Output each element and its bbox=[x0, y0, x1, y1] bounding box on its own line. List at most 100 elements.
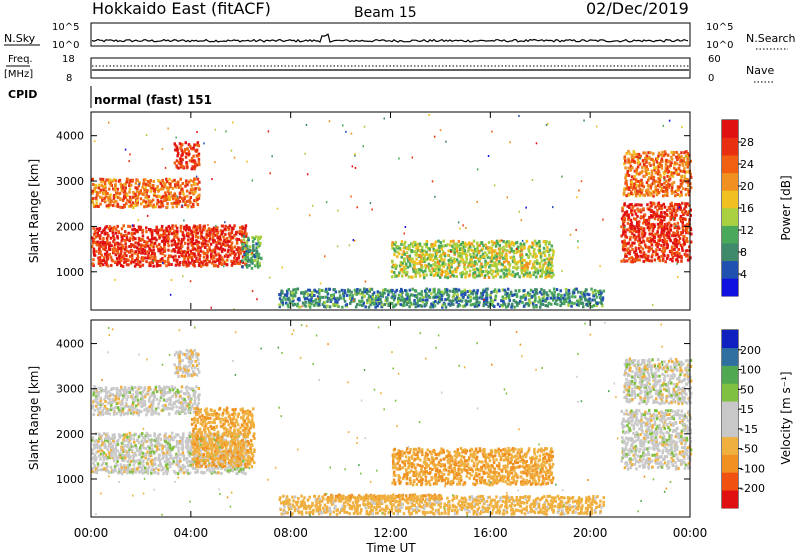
data-cell bbox=[455, 249, 459, 253]
data-cell bbox=[161, 259, 165, 263]
data-cell bbox=[116, 241, 119, 245]
data-cell bbox=[484, 246, 488, 250]
data-cell bbox=[555, 288, 559, 292]
data-cell bbox=[190, 252, 193, 255]
data-cell bbox=[219, 447, 223, 451]
data-cell bbox=[649, 201, 652, 205]
data-cell bbox=[423, 302, 427, 306]
data-cell bbox=[96, 192, 100, 196]
data-cell bbox=[228, 453, 231, 457]
data-cell bbox=[191, 234, 194, 238]
data-cell bbox=[654, 251, 658, 254]
data-cell bbox=[639, 245, 643, 249]
data-cell bbox=[185, 437, 189, 440]
data-cell bbox=[665, 189, 669, 193]
data-cell bbox=[104, 394, 107, 398]
data-cell bbox=[652, 152, 655, 156]
data-cell bbox=[502, 271, 505, 275]
data-cell bbox=[663, 176, 666, 180]
data-cell bbox=[196, 154, 199, 158]
data-cell bbox=[470, 248, 473, 252]
data-cell bbox=[208, 237, 212, 241]
data-cell bbox=[292, 288, 295, 292]
data-cell bbox=[412, 269, 416, 273]
data-cell bbox=[656, 222, 660, 226]
data-cell bbox=[216, 258, 219, 262]
data-cell bbox=[227, 228, 231, 232]
data-cell bbox=[476, 267, 479, 271]
data-cell bbox=[625, 194, 628, 198]
data-cell bbox=[103, 248, 107, 252]
data-cell bbox=[307, 298, 311, 302]
data-cell bbox=[464, 241, 467, 245]
data-cell bbox=[92, 413, 96, 417]
data-cell bbox=[454, 244, 458, 248]
data-cell bbox=[213, 470, 216, 474]
data-cell bbox=[328, 297, 331, 301]
data-cell bbox=[279, 293, 282, 297]
data-cell bbox=[207, 234, 210, 237]
data-cell bbox=[507, 296, 511, 300]
data-cell bbox=[674, 213, 677, 217]
data-cell bbox=[242, 467, 245, 471]
data-cell bbox=[670, 212, 674, 216]
data-cell bbox=[141, 432, 144, 436]
data-cell bbox=[666, 208, 669, 212]
data-cell bbox=[194, 186, 197, 190]
data-cell bbox=[139, 433, 142, 437]
data-cell bbox=[530, 266, 534, 270]
data-cell bbox=[464, 275, 467, 279]
data-cell bbox=[525, 253, 528, 257]
data-cell bbox=[116, 234, 119, 238]
data-cell bbox=[648, 228, 651, 232]
data-cell bbox=[511, 240, 514, 244]
data-cell bbox=[247, 248, 250, 252]
data-cell bbox=[181, 438, 184, 442]
data-cell bbox=[207, 227, 211, 231]
data-cell bbox=[638, 172, 641, 176]
data-cell bbox=[215, 228, 219, 232]
data-cell bbox=[513, 256, 516, 260]
data-cell bbox=[146, 180, 150, 183]
data-cell bbox=[195, 199, 198, 203]
data-cell bbox=[114, 452, 117, 456]
data-cell bbox=[401, 270, 404, 274]
data-cell bbox=[640, 203, 643, 207]
data-cell bbox=[148, 449, 151, 453]
data-cell bbox=[202, 263, 205, 267]
data-cell bbox=[184, 254, 188, 257]
data-cell bbox=[174, 444, 178, 448]
data-cell bbox=[486, 293, 489, 297]
data-cell bbox=[216, 236, 219, 240]
data-cell bbox=[165, 264, 168, 268]
data-cell bbox=[448, 289, 452, 293]
data-cell bbox=[95, 439, 98, 442]
data-cell bbox=[104, 400, 107, 403]
data-cell bbox=[185, 457, 189, 460]
data-cell bbox=[405, 251, 409, 255]
data-cell bbox=[601, 298, 604, 302]
data-cell bbox=[92, 393, 95, 397]
data-cell bbox=[648, 240, 651, 243]
cpid-text: normal (fast) 151 bbox=[94, 93, 212, 107]
data-cell bbox=[673, 209, 676, 213]
data-cell bbox=[192, 192, 195, 196]
data-cell bbox=[255, 242, 258, 246]
data-cell bbox=[145, 204, 149, 208]
data-cell bbox=[106, 457, 109, 461]
data-cell bbox=[244, 453, 248, 457]
data-cell bbox=[167, 186, 171, 190]
data-cell bbox=[115, 412, 119, 416]
data-cell bbox=[378, 302, 381, 306]
data-cell bbox=[114, 260, 117, 264]
data-cell bbox=[545, 293, 549, 297]
data-cell bbox=[535, 254, 538, 258]
data-cell bbox=[186, 231, 190, 235]
data-cell bbox=[222, 461, 225, 464]
data-cell bbox=[424, 289, 427, 293]
data-cell bbox=[375, 294, 378, 298]
data-cell bbox=[173, 236, 176, 240]
data-cell bbox=[253, 236, 256, 240]
data-cell bbox=[193, 260, 197, 263]
data-cell bbox=[670, 214, 674, 218]
